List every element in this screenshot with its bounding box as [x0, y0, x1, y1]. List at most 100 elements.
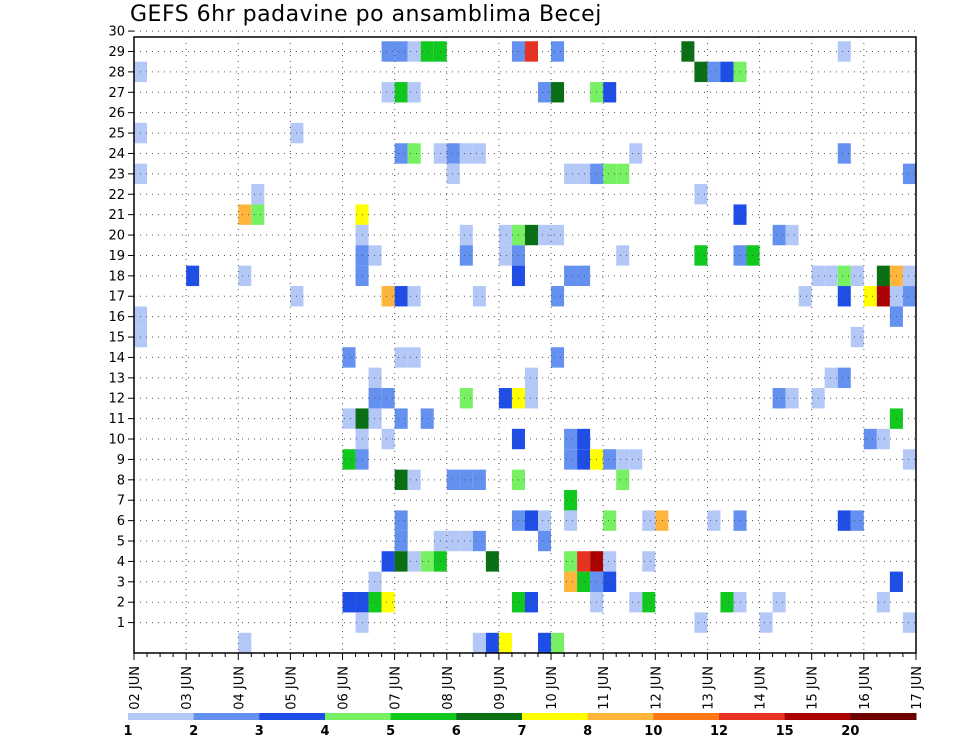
- y-tick-label: 25: [108, 127, 125, 142]
- heatmap-cell: [368, 592, 382, 613]
- heatmap-cell: [902, 163, 916, 185]
- heatmap-cell: [472, 469, 486, 491]
- heatmap-cell: [498, 224, 512, 246]
- heatmap-cell: [368, 408, 382, 429]
- y-tick-label: 13: [108, 371, 125, 386]
- heatmap-cell: [524, 592, 539, 613]
- heatmap-cell: [616, 163, 630, 185]
- y-tick-label: 29: [108, 45, 125, 60]
- heatmap-cell: [459, 143, 473, 164]
- x-tick-label: 07 JUN: [389, 666, 404, 710]
- heatmap-cell: [251, 204, 265, 225]
- legend-label: 3: [255, 724, 264, 739]
- heatmap-cell: [251, 184, 265, 205]
- heatmap-cell: [850, 510, 864, 531]
- heatmap-cell: [342, 449, 356, 470]
- heatmap-cell: [446, 143, 460, 164]
- heatmap-cell: [368, 245, 382, 266]
- heatmap-cell: [564, 449, 578, 470]
- y-tick-label: 6: [117, 514, 125, 529]
- heatmap-cell: [407, 551, 421, 572]
- heatmap-cell: [772, 592, 786, 613]
- y-tick-label: 16: [108, 310, 125, 325]
- y-tick-label: 18: [108, 269, 125, 284]
- heatmap-cell: [186, 265, 200, 287]
- heatmap-cell: [407, 82, 421, 103]
- heatmap-cell: [577, 449, 591, 470]
- heatmap-cell: [446, 469, 460, 491]
- heatmap-cell: [394, 469, 408, 491]
- heatmap-cell: [407, 286, 421, 307]
- heatmap-cell: [850, 265, 864, 287]
- heatmap-cell: [642, 551, 656, 572]
- legend-swatch: [784, 713, 851, 720]
- heatmap-cell: [485, 632, 499, 654]
- x-tick-label: 08 JUN: [441, 666, 456, 710]
- heatmap-cell: [394, 408, 408, 429]
- heatmap-cell: [394, 143, 408, 164]
- heatmap-cell: [394, 41, 408, 62]
- x-tick-label: 17 JUN: [910, 666, 925, 710]
- heatmap-cell: [564, 163, 578, 185]
- heatmap-cell: [681, 41, 695, 62]
- heatmap-cell: [472, 632, 486, 654]
- heatmap-cell: [551, 41, 565, 62]
- heatmap-cell: [459, 224, 473, 246]
- legend-swatch: [587, 713, 654, 720]
- heatmap-cell: [472, 143, 486, 164]
- heatmap-cell: [616, 449, 630, 470]
- heatmap-cell: [407, 469, 421, 491]
- heatmap-cell: [368, 571, 382, 593]
- y-tick-label: 28: [108, 65, 125, 80]
- legend-label: 1: [123, 724, 132, 739]
- y-tick-label: 4: [117, 555, 125, 570]
- x-tick-label: 15 JUN: [806, 666, 821, 710]
- legend-swatch: [653, 713, 720, 720]
- y-tick-label: 20: [108, 229, 125, 244]
- heatmap-cell: [876, 592, 890, 613]
- heatmap-cell: [564, 551, 578, 572]
- heatmap-cell: [863, 286, 877, 307]
- legend-label: 8: [583, 724, 592, 739]
- heatmap-cell: [381, 286, 395, 307]
- legend-swatch: [259, 713, 326, 720]
- heatmap-cell: [381, 551, 395, 572]
- legend-swatch: [390, 713, 457, 720]
- heatmap-cell: [902, 612, 916, 633]
- heatmap-cell: [603, 82, 617, 103]
- grid-lines: [133, 30, 917, 653]
- heatmap-cell: [564, 265, 578, 287]
- heatmap-cell: [902, 286, 916, 307]
- y-tick-label: 11: [108, 412, 125, 427]
- heatmap-cell: [407, 41, 421, 62]
- heatmap-cell: [694, 61, 708, 83]
- heatmap-cell: [394, 551, 408, 572]
- heatmap-cell: [551, 632, 565, 654]
- heatmap-cell: [446, 530, 460, 552]
- y-tick-label: 12: [108, 392, 125, 407]
- heatmap-cell: [837, 41, 851, 62]
- heatmap-cell: [524, 510, 539, 531]
- heatmap-cell: [538, 530, 552, 552]
- heatmap-cell: [694, 184, 708, 205]
- legend-label: 7: [517, 724, 526, 739]
- y-tick-label: 21: [108, 208, 125, 223]
- heatmap-cell: [564, 571, 578, 593]
- heatmap-cell: [538, 224, 552, 246]
- x-tick-label: 13 JUN: [701, 666, 716, 710]
- legend-label: 4: [320, 724, 329, 739]
- legend-label: 12: [710, 724, 728, 739]
- y-tick-label: 19: [108, 249, 125, 264]
- heatmap-cell: [837, 265, 851, 287]
- heatmap-cell: [720, 592, 734, 613]
- heatmap-cell: [837, 367, 851, 389]
- legend-swatch: [850, 713, 917, 720]
- heatmap-cell: [707, 61, 721, 83]
- color-legend: 1 2 3 4 5 6 7 8 10 12 15 20: [123, 713, 917, 739]
- heatmap-cell: [238, 632, 252, 654]
- legend-swatch: [193, 713, 260, 720]
- heatmap-cell: [577, 428, 591, 450]
- heatmap-cell: [629, 143, 643, 164]
- heatmap-cell: [485, 551, 499, 572]
